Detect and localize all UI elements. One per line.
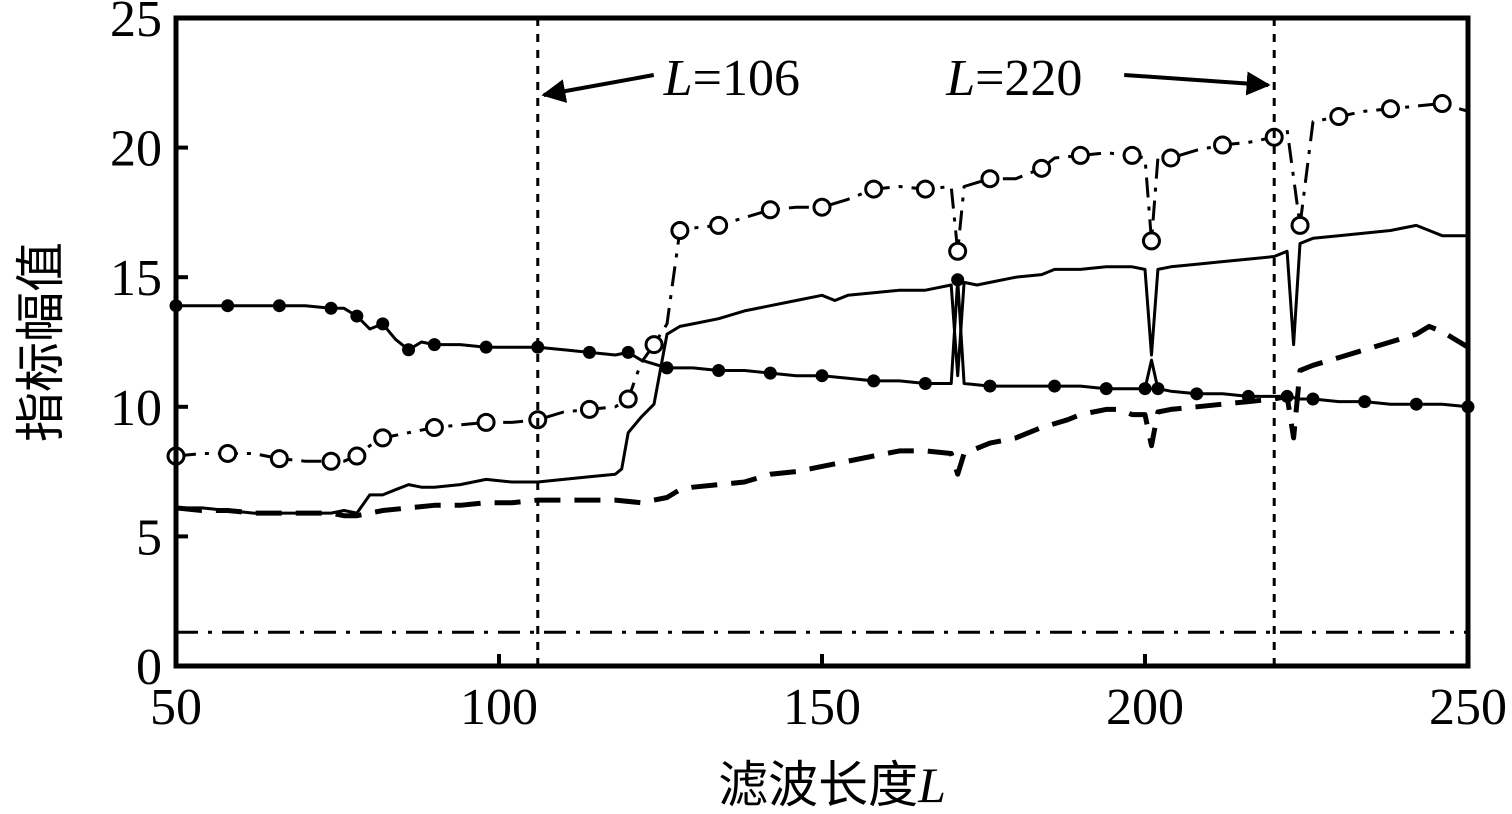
series-point	[424, 418, 444, 438]
series-point	[269, 449, 289, 469]
series-point	[983, 379, 997, 393]
series-point	[1138, 382, 1152, 396]
series-point	[1151, 382, 1165, 396]
series-point	[321, 451, 341, 471]
series-point	[376, 317, 390, 331]
y-tick-label: 0	[136, 639, 162, 696]
series-point	[712, 364, 726, 378]
series-point	[1213, 135, 1233, 155]
series-point	[951, 273, 965, 287]
series-point	[324, 301, 338, 315]
annotation-var: L	[663, 50, 693, 107]
series-point	[1032, 158, 1052, 178]
y-tick-label: 15	[110, 250, 162, 307]
series-point	[476, 412, 496, 432]
x-axis-label-var: L	[917, 757, 946, 813]
y-axis-label: 指标幅值	[13, 242, 69, 442]
series-point	[221, 299, 235, 313]
series-point	[479, 340, 493, 354]
series-point	[1141, 231, 1161, 251]
series-point	[670, 221, 690, 241]
x-axis-label-text: 滤波长度	[718, 757, 918, 813]
annotation-var: L	[945, 50, 975, 107]
series-line-solid	[176, 223, 1468, 515]
series-point	[1122, 145, 1142, 165]
series-line-dashed	[175, 323, 1470, 519]
series-point	[402, 343, 416, 357]
series-point	[347, 446, 367, 466]
x-tick-label: 250	[1429, 679, 1507, 736]
series-point	[218, 443, 238, 463]
series-point	[1409, 397, 1423, 411]
series-point	[1070, 145, 1090, 165]
series-point	[618, 389, 638, 409]
series-point	[272, 299, 286, 313]
series-point	[373, 428, 393, 448]
x-tick-label: 200	[1106, 679, 1184, 736]
series-point	[1380, 99, 1400, 119]
series-point	[1290, 215, 1310, 235]
series-point	[980, 169, 1000, 189]
annotation-text: =106	[693, 50, 800, 107]
series-point	[1048, 379, 1062, 393]
series-point	[621, 345, 635, 359]
series-point	[918, 376, 932, 390]
x-tick-label: 150	[783, 679, 861, 736]
series-point	[864, 179, 884, 199]
series-point	[915, 179, 935, 199]
series-point	[582, 345, 596, 359]
x-tick-label: 50	[150, 679, 202, 736]
annotation-arrow	[541, 73, 655, 103]
series-point	[1099, 382, 1113, 396]
series-point	[1306, 392, 1320, 406]
x-axis-label: 滤波长度L	[718, 757, 946, 813]
series-point	[867, 374, 881, 388]
annotation-layer: L=106 L=220	[536, 18, 1276, 666]
annotation-label: L=106	[663, 50, 800, 107]
annotation-label: L=220	[945, 50, 1082, 107]
series-point	[1329, 106, 1349, 126]
y-tick-label: 5	[136, 509, 162, 566]
y-tick-label: 10	[110, 380, 162, 437]
x-tick-label: 100	[460, 679, 538, 736]
y-tick-label: 25	[110, 0, 162, 48]
annotation-arrow	[1124, 71, 1271, 96]
series-point	[812, 197, 832, 217]
series-point	[644, 335, 664, 355]
series-point	[948, 241, 968, 261]
series-point	[1432, 94, 1452, 114]
series-point	[579, 399, 599, 419]
series-point	[760, 200, 780, 220]
series-point	[763, 366, 777, 380]
series-point	[350, 309, 364, 323]
series-point	[427, 338, 441, 352]
series-point	[1190, 387, 1204, 401]
annotation-text: =220	[975, 50, 1082, 107]
series-layer	[166, 94, 1475, 634]
y-tick-label: 20	[110, 121, 162, 178]
series-point	[1358, 395, 1372, 409]
series-point	[815, 369, 829, 383]
series-point	[709, 215, 729, 235]
tick-layer: 50 100 150 200 250 0 5 10 15 20 25	[110, 0, 1507, 736]
series-point	[1161, 148, 1181, 168]
